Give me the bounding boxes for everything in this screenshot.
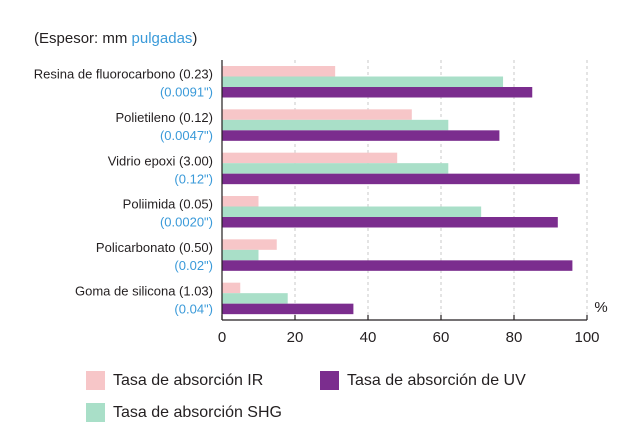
header-inches-label: pulgadas bbox=[131, 30, 193, 47]
bar-shg-5 bbox=[222, 293, 288, 304]
category-sublabel-2: (0.12") bbox=[174, 171, 213, 186]
bar-ir-5 bbox=[222, 282, 241, 294]
legend-swatch-uv bbox=[320, 371, 339, 390]
legend-item-shg: Tasa de absorción SHG bbox=[86, 403, 282, 422]
bar-shg-2 bbox=[222, 163, 449, 174]
category-sublabel-3: (0.0020") bbox=[160, 215, 213, 230]
legend-label-ir: Tasa de absorción IR bbox=[113, 371, 264, 389]
legend-swatch-ir bbox=[86, 371, 105, 390]
absorption-bar-chart: Resina de fluorocarbono (0.23) (0.0091") P… bbox=[34, 60, 608, 346]
bar-shg-3 bbox=[222, 206, 482, 217]
x-tick-label-0: 0 bbox=[218, 329, 226, 346]
category-label-1: Polietileno (0.12) bbox=[115, 110, 213, 125]
x-tick-label-2: 40 bbox=[360, 329, 377, 346]
bar-shg-4 bbox=[222, 249, 259, 261]
category-label-5: Goma de silicona (1.03) bbox=[75, 283, 213, 298]
bar-ir-4 bbox=[222, 239, 277, 250]
legend-item-uv: Tasa de absorción de UV bbox=[320, 371, 526, 390]
bar-uv-4 bbox=[222, 260, 573, 271]
legend-label-shg: Tasa de absorción SHG bbox=[113, 403, 282, 421]
x-unit-label: % bbox=[594, 299, 607, 316]
category-label-4: Policarbonato (0.50) bbox=[96, 240, 213, 255]
bar-uv-5 bbox=[222, 303, 354, 315]
legend-label-uv: Tasa de absorción de UV bbox=[347, 371, 526, 389]
bar-uv-1 bbox=[222, 130, 500, 141]
bar-uv-3 bbox=[222, 217, 558, 228]
bar-ir-2 bbox=[222, 152, 398, 164]
x-tick-label-4: 80 bbox=[506, 329, 523, 346]
bar-uv-0 bbox=[222, 87, 533, 98]
category-sublabel-0: (0.0091") bbox=[160, 85, 213, 100]
header-open-paren: ( bbox=[34, 30, 39, 47]
header-close-paren: ) bbox=[192, 30, 198, 47]
category-label-0: Resina de fluorocarbono (0.23) bbox=[34, 67, 213, 82]
category-sublabel-5: (0.04") bbox=[174, 301, 213, 316]
bar-shg-1 bbox=[222, 119, 449, 131]
x-tick-label-3: 60 bbox=[433, 329, 450, 346]
thickness-unit-header: (Espesor: mm pulgadas) bbox=[34, 30, 197, 47]
bar-ir-1 bbox=[222, 109, 412, 120]
category-sublabel-1: (0.0047") bbox=[160, 128, 213, 143]
legend-swatch-shg bbox=[86, 403, 105, 422]
bar-uv-2 bbox=[222, 173, 580, 185]
bar-ir-3 bbox=[222, 196, 259, 207]
category-label-2: Vidrio epoxi (3.00) bbox=[108, 153, 213, 168]
bar-shg-0 bbox=[222, 76, 504, 87]
x-tick-label-1: 20 bbox=[287, 329, 304, 346]
bar-ir-0 bbox=[222, 66, 336, 77]
x-tick-label-5: 100 bbox=[574, 329, 599, 346]
legend-item-ir: Tasa de absorción IR bbox=[86, 371, 263, 390]
header-mm-label: Espesor: mm bbox=[39, 30, 132, 47]
category-label-3: Poliimida (0.05) bbox=[123, 197, 213, 212]
category-sublabel-4: (0.02") bbox=[174, 258, 213, 273]
